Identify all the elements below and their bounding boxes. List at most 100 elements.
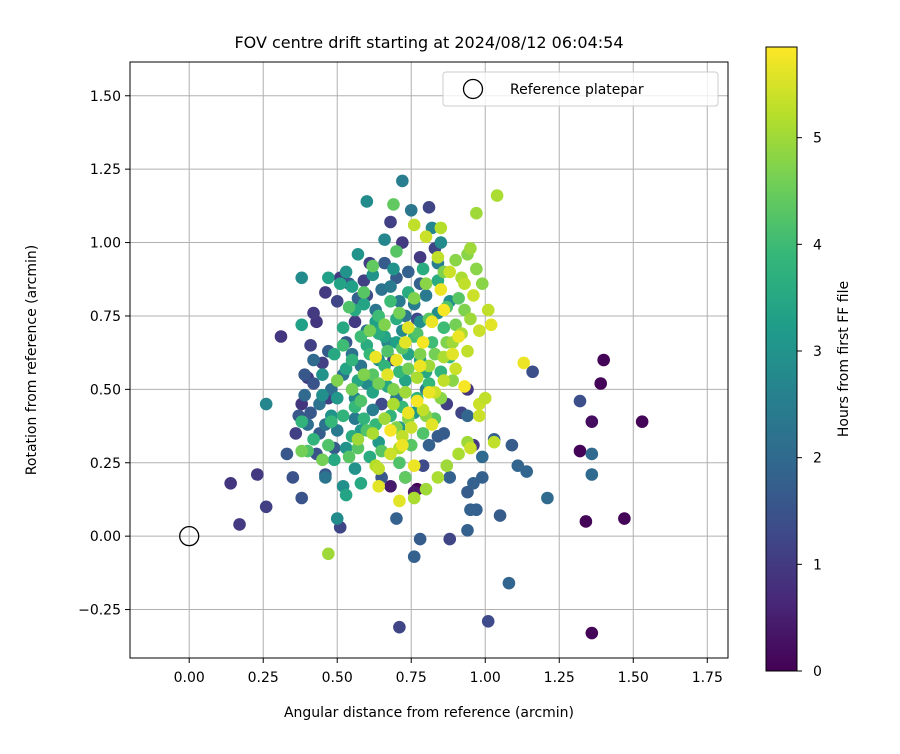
scatter-point [478, 391, 492, 405]
scatter-point [327, 453, 341, 467]
scatter-point [393, 294, 406, 308]
scatter-point [425, 315, 439, 329]
scatter-point [401, 406, 415, 420]
scatter-point [375, 397, 388, 411]
scatter-point [467, 477, 480, 490]
x-tick-label: 0.75 [396, 670, 427, 686]
scatter-point [381, 344, 394, 358]
scatter-point [635, 415, 649, 428]
scatter-point [366, 268, 380, 282]
scatter-point [401, 362, 415, 376]
scatter-point [452, 292, 465, 305]
scatter-point [458, 380, 471, 393]
y-axis-label: Rotation from reference (arcmin) [24, 245, 40, 475]
scatter-point [585, 468, 599, 481]
scatter-point [357, 297, 371, 311]
scatter-point [401, 321, 415, 335]
y-tick-label: 0.75 [90, 309, 121, 325]
scatter-point [437, 427, 451, 440]
scatter-point [399, 336, 412, 349]
scatter-point [345, 383, 359, 396]
scatter-point [490, 189, 504, 202]
colorbar-tick-label: 1 [813, 557, 822, 573]
scatter-point [384, 280, 397, 293]
reference-marker-group [179, 526, 200, 547]
scatter-point [407, 550, 421, 564]
scatter-point [316, 368, 329, 381]
x-tick-label: 1.75 [692, 670, 723, 686]
x-axis-label: Angular distance from reference (arcmin) [284, 705, 574, 721]
scatter-point [345, 353, 359, 367]
scatter-point [594, 377, 608, 390]
scatter-point [307, 353, 320, 367]
colorbar-ticks: 0 1 2 3 4 5 [797, 131, 822, 680]
legend: Reference platepar [442, 71, 719, 107]
scatter-point [348, 412, 362, 426]
scatter-point [378, 318, 391, 332]
scatter-point [449, 362, 462, 376]
scatter-point [387, 383, 400, 396]
x-tick-label: 0.25 [248, 670, 279, 686]
scatter-point [434, 283, 448, 296]
scatter-point [473, 324, 486, 337]
scatter-point [342, 300, 356, 314]
scatter-point [384, 294, 397, 308]
scatter-point [416, 427, 430, 440]
scatter-point [461, 523, 474, 537]
scatter-point [387, 262, 400, 276]
scatter-point [579, 515, 593, 528]
scatter-point [431, 471, 445, 484]
y-tick-label: 1.25 [90, 162, 121, 178]
scatter-point [316, 388, 329, 402]
scatter-point [440, 459, 454, 472]
scatter-point [372, 377, 385, 390]
scatter-point [407, 459, 421, 472]
scatter-point [461, 344, 474, 358]
scatter-point [295, 271, 309, 285]
x-tick-label: 1.00 [470, 670, 501, 686]
scatter-point [481, 303, 495, 317]
scatter-point [354, 394, 368, 408]
scatter-point [224, 477, 237, 490]
colorbar-tick-label: 4 [813, 237, 822, 253]
scatter-point [304, 406, 317, 420]
scatter-point [322, 271, 335, 285]
scatter-point [295, 444, 309, 458]
scatter-point [366, 427, 380, 440]
scatter-point [487, 435, 501, 449]
scatter-point [327, 347, 341, 361]
scatter-point [410, 371, 424, 384]
scatter-point [390, 353, 403, 367]
y-tick-label: 0.25 [90, 456, 121, 472]
scatter-point [470, 262, 483, 276]
scatter-point [449, 253, 462, 267]
scatter-point [511, 459, 525, 472]
scatter-point [378, 233, 391, 246]
colorbar-tick-label: 5 [813, 131, 822, 147]
legend-entry-reference-platepar: Reference platepar [510, 82, 644, 98]
scatter-point [541, 491, 554, 505]
scatter-point [274, 330, 288, 343]
scatter-point [425, 336, 439, 349]
x-tick-label: 1.50 [618, 670, 649, 686]
scatter-point [419, 289, 433, 302]
scatter-point [396, 174, 409, 188]
colorbar-tick-label: 0 [813, 664, 822, 680]
scatter-point [413, 250, 427, 264]
scatter-point [357, 286, 371, 299]
scatter-point [286, 471, 300, 484]
scatter-point [354, 477, 368, 490]
x-tick-label: 0.00 [174, 670, 205, 686]
scatter-point [298, 368, 311, 381]
scatter-point [322, 438, 335, 452]
scatter-point [446, 347, 459, 361]
scatter-point [351, 248, 365, 261]
grid-lines [130, 62, 728, 658]
x-axis-ticks: 0.00 0.25 0.50 0.75 1.00 1.25 1.50 1.75 [174, 658, 723, 686]
scatter-point [416, 336, 430, 349]
legend-box [442, 71, 719, 107]
scatter-point [330, 374, 344, 387]
scatter-point [393, 620, 406, 634]
scatter-point [443, 265, 457, 279]
